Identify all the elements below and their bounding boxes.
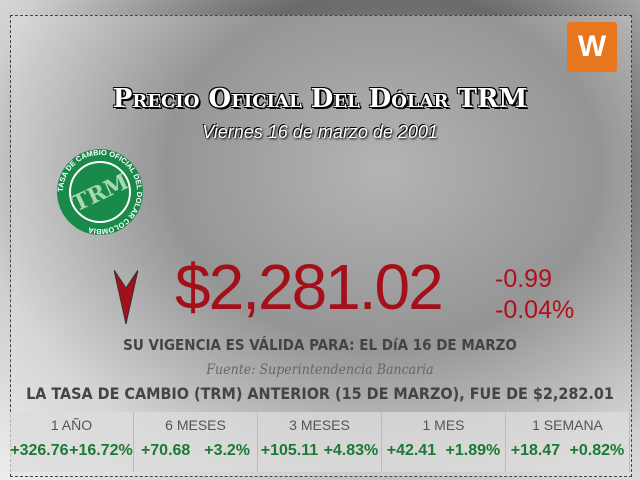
change-percent: -0.04% bbox=[495, 296, 575, 324]
stat-label: 1 MES bbox=[422, 417, 465, 433]
stat-pct: +16.72% bbox=[69, 442, 133, 459]
down-arrow-icon bbox=[114, 270, 138, 325]
stat-cell: 1 AÑO +326.76 +16.72% bbox=[10, 412, 134, 472]
stat-pct: +0.82% bbox=[569, 442, 625, 459]
trm-seal-icon: TASA DE CAMBIO OFICIAL DEL DOLAR COLOMBI… bbox=[56, 148, 144, 236]
page-title: Precio Oficial Del Dólar TRM bbox=[112, 84, 528, 114]
source-text: Fuente: Superintendencia Bancaria bbox=[206, 362, 434, 378]
brand-logo[interactable]: W bbox=[567, 22, 617, 72]
stat-cell: 3 MESES +105.11 +4.83% bbox=[258, 412, 382, 472]
stat-pct: +1.89% bbox=[445, 442, 501, 459]
stat-cell: 1 SEMANA +18.47 +0.82% bbox=[506, 412, 630, 472]
stat-label: 1 AÑO bbox=[50, 417, 93, 433]
stat-abs: +105.11 bbox=[260, 442, 319, 459]
content-panel bbox=[10, 15, 632, 477]
date-label: Viernes 16 de marzo de 2001 bbox=[202, 122, 438, 142]
stat-pct: +3.2% bbox=[204, 442, 251, 459]
stat-cell: 6 MESES +70.68 +3.2% bbox=[134, 412, 258, 472]
stat-pct: +4.83% bbox=[323, 442, 379, 459]
stat-label: 3 MESES bbox=[289, 417, 350, 433]
stat-label: 1 SEMANA bbox=[532, 417, 603, 433]
change-absolute: -0.99 bbox=[495, 265, 552, 293]
stat-abs: +18.47 bbox=[510, 442, 561, 459]
validity-text: SU VIGENCIA ES VÁLIDA PARA: EL DíA 16 DE… bbox=[123, 336, 517, 354]
stat-cell: 1 MES +42.41 +1.89% bbox=[382, 412, 506, 472]
previous-rate-text: LA TASA DE CAMBIO (TRM) ANTERIOR (15 DE … bbox=[26, 384, 614, 403]
exchange-rate: $2,281.02 bbox=[175, 251, 444, 323]
stat-abs: +326.76 bbox=[10, 442, 69, 459]
stat-abs: +70.68 bbox=[140, 442, 191, 459]
stat-abs: +42.41 bbox=[386, 442, 437, 459]
stat-label: 6 MESES bbox=[165, 417, 226, 433]
stats-table: 1 AÑO +326.76 +16.72% 6 MESES +70.68 +3.2% 3… bbox=[10, 412, 630, 472]
